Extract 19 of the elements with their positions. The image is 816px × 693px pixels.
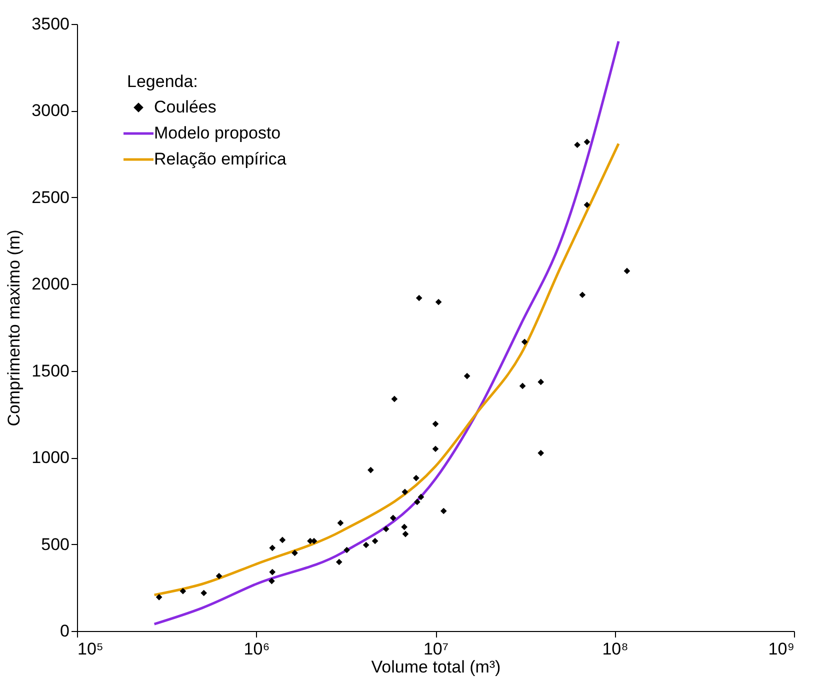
legend-title: Legenda:: [127, 72, 198, 91]
y-axis-title: Comprimento maximo (m): [4, 230, 24, 426]
y-tick-label: 2000: [32, 274, 70, 294]
x-tick-label: 10⁷: [423, 640, 449, 658]
y-tick-label: 3000: [32, 101, 70, 120]
x-tick-label: 10⁹: [768, 640, 794, 658]
y-tick-label: 1500: [32, 361, 70, 380]
legend-label: Modelo proposto: [154, 124, 281, 142]
legend-label: Relação empírica: [154, 150, 287, 168]
y-tick-label: 500: [41, 534, 70, 554]
y-tick-label: 1000: [32, 448, 70, 468]
x-tick-label: 10⁵: [78, 640, 104, 658]
x-tick-label: 10⁸: [602, 640, 628, 658]
y-tick-label: 3500: [32, 14, 70, 34]
x-axis-title: Volume total (m³): [371, 658, 501, 676]
legend-label: Coulées: [154, 98, 216, 116]
y-tick-label: 0: [60, 622, 70, 640]
y-tick-label: 2500: [32, 188, 70, 207]
x-tick-label: 10⁶: [244, 640, 270, 658]
